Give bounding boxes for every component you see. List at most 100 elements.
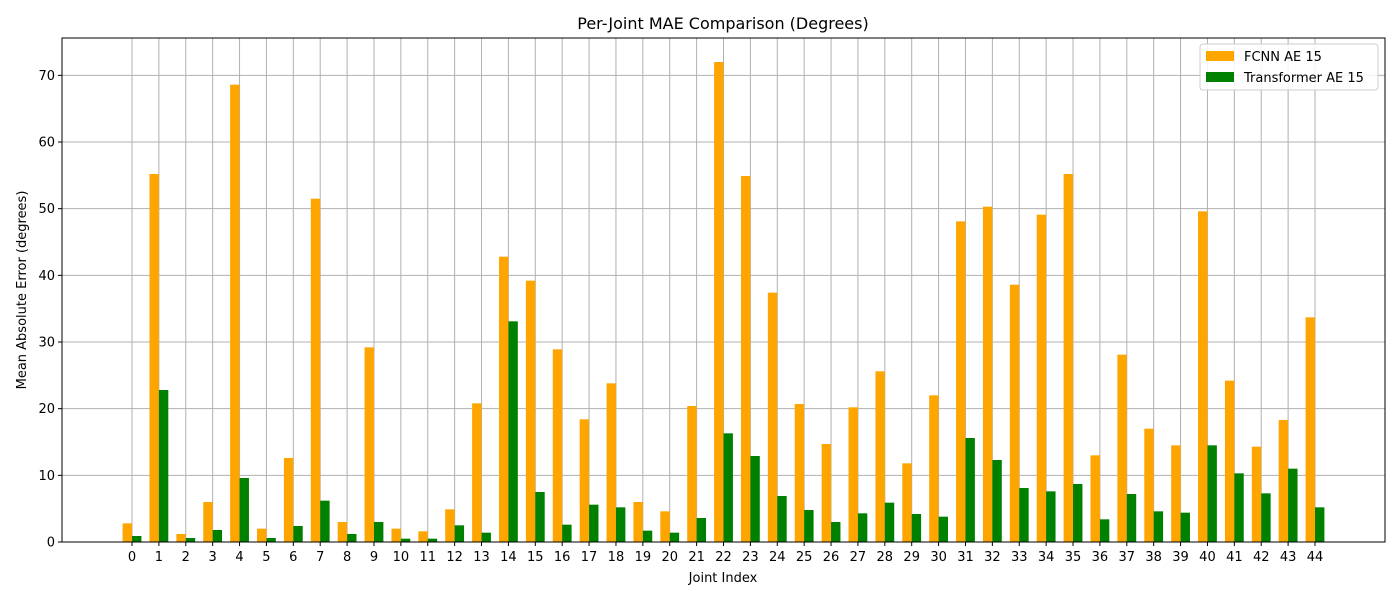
legend-label-fcnn: FCNN AE 15 xyxy=(1244,50,1322,65)
x-tick-label: 25 xyxy=(796,550,813,565)
bar-fcnn xyxy=(1117,354,1127,542)
x-tick-label: 8 xyxy=(343,550,351,565)
bar-fcnn xyxy=(149,174,159,542)
x-tick-label: 32 xyxy=(984,550,1001,565)
x-tick-label: 38 xyxy=(1145,550,1162,565)
bar-transformer xyxy=(266,538,276,542)
y-tick-label: 0 xyxy=(47,536,55,551)
bar-transformer xyxy=(400,538,411,542)
bar-fcnn xyxy=(687,406,697,542)
x-tick-label: 5 xyxy=(262,550,270,565)
bar-fcnn xyxy=(633,502,643,542)
x-tick-label: 0 xyxy=(128,550,136,565)
bar-fcnn xyxy=(902,463,912,542)
x-tick-label: 42 xyxy=(1253,550,1270,565)
bar-transformer xyxy=(481,532,491,542)
x-tick-label: 7 xyxy=(316,550,324,565)
x-tick-label: 29 xyxy=(903,550,920,565)
x-tick-label: 16 xyxy=(554,550,571,565)
bar-transformer xyxy=(454,525,465,542)
bar-transformer xyxy=(1234,473,1244,542)
bar-transformer xyxy=(132,536,142,542)
bar-fcnn xyxy=(176,534,186,542)
bar-transformer xyxy=(669,532,680,542)
x-tick-label: 3 xyxy=(209,550,217,565)
x-tick-label: 23 xyxy=(742,550,759,565)
bar-fcnn xyxy=(552,349,563,542)
bar-transformer xyxy=(212,530,223,542)
bar-transformer xyxy=(831,522,841,542)
bar-transformer xyxy=(777,496,787,542)
bar-transformer xyxy=(347,534,357,542)
bar-fcnn xyxy=(794,404,805,542)
bar-fcnn xyxy=(1144,428,1154,542)
legend-label-transformer: Transformer AE 15 xyxy=(1243,71,1364,86)
bar-transformer xyxy=(373,522,384,542)
bars xyxy=(122,62,1325,543)
chart-title: Per-Joint MAE Comparison (Degrees) xyxy=(577,14,868,33)
bar-transformer xyxy=(1073,484,1083,542)
x-tick-label: 4 xyxy=(235,550,243,565)
bar-transformer xyxy=(427,538,438,542)
legend-box xyxy=(1199,43,1379,91)
x-tick-label: 12 xyxy=(446,550,463,565)
y-axis-label: Mean Absolute Error (degrees) xyxy=(15,191,30,390)
bar-transformer xyxy=(562,524,572,542)
legend-swatch-transformer xyxy=(1206,72,1234,82)
bar-fcnn xyxy=(660,511,670,542)
bar-fcnn xyxy=(1009,284,1020,542)
bar-transformer xyxy=(642,530,653,542)
x-tick-label: 34 xyxy=(1038,550,1055,565)
x-tick-label: 18 xyxy=(608,550,625,565)
x-tick-label: 15 xyxy=(527,550,544,565)
bar-fcnn xyxy=(982,206,993,542)
bar-transformer xyxy=(615,507,626,542)
bar-fcnn xyxy=(391,528,401,542)
x-tick-label: 14 xyxy=(500,550,517,565)
x-tick-label: 43 xyxy=(1280,550,1297,565)
bar-fcnn xyxy=(203,502,213,542)
x-axis: 0 1 2 3 4 5 6 7 8 9 10 11 12 13 14 15 16 17 18 19 20 21 22 23 24… xyxy=(128,542,1323,565)
bar-transformer xyxy=(938,516,949,542)
x-tick-label: 9 xyxy=(370,550,378,565)
bar-fcnn xyxy=(929,395,939,542)
bar-transformer xyxy=(884,502,895,542)
bar-transformer xyxy=(804,510,814,542)
bar-fcnn xyxy=(257,528,267,542)
bar-fcnn xyxy=(122,523,132,542)
bar-transformer xyxy=(965,438,975,542)
bar-transformer xyxy=(535,492,545,542)
bar-fcnn xyxy=(1198,211,1208,543)
x-tick-label: 1 xyxy=(155,550,163,565)
bar-fcnn xyxy=(1036,214,1047,542)
y-tick-label: 70 xyxy=(38,69,55,84)
bar-fcnn xyxy=(1224,380,1235,542)
x-tick-label: 39 xyxy=(1172,550,1189,565)
bar-transformer xyxy=(1019,488,1029,542)
bar-fcnn xyxy=(283,458,294,542)
x-tick-label: 40 xyxy=(1199,550,1216,565)
bar-transformer xyxy=(696,518,707,542)
x-tick-label: 19 xyxy=(635,550,652,565)
x-tick-label: 35 xyxy=(1065,550,1082,565)
x-tick-label: 17 xyxy=(581,550,598,565)
bar-transformer xyxy=(185,538,196,542)
bar-fcnn xyxy=(1171,445,1181,542)
x-tick-label: 26 xyxy=(823,550,840,565)
bar-transformer xyxy=(1126,494,1137,542)
x-tick-label: 24 xyxy=(769,550,786,565)
x-tick-label: 41 xyxy=(1226,550,1243,565)
x-tick-label: 33 xyxy=(1011,550,1028,565)
bar-transformer xyxy=(992,460,1002,542)
bar-transformer xyxy=(1099,519,1110,542)
bar-fcnn xyxy=(740,176,751,542)
bar-transformer xyxy=(320,500,330,542)
bar-fcnn xyxy=(1251,446,1262,542)
y-tick-label: 10 xyxy=(38,469,55,484)
x-tick-label: 21 xyxy=(688,550,705,565)
bar-fcnn xyxy=(525,280,536,542)
bar-fcnn xyxy=(498,256,509,542)
x-tick-label: 28 xyxy=(877,550,894,565)
bar-fcnn xyxy=(230,84,240,543)
x-tick-label: 22 xyxy=(715,550,732,565)
